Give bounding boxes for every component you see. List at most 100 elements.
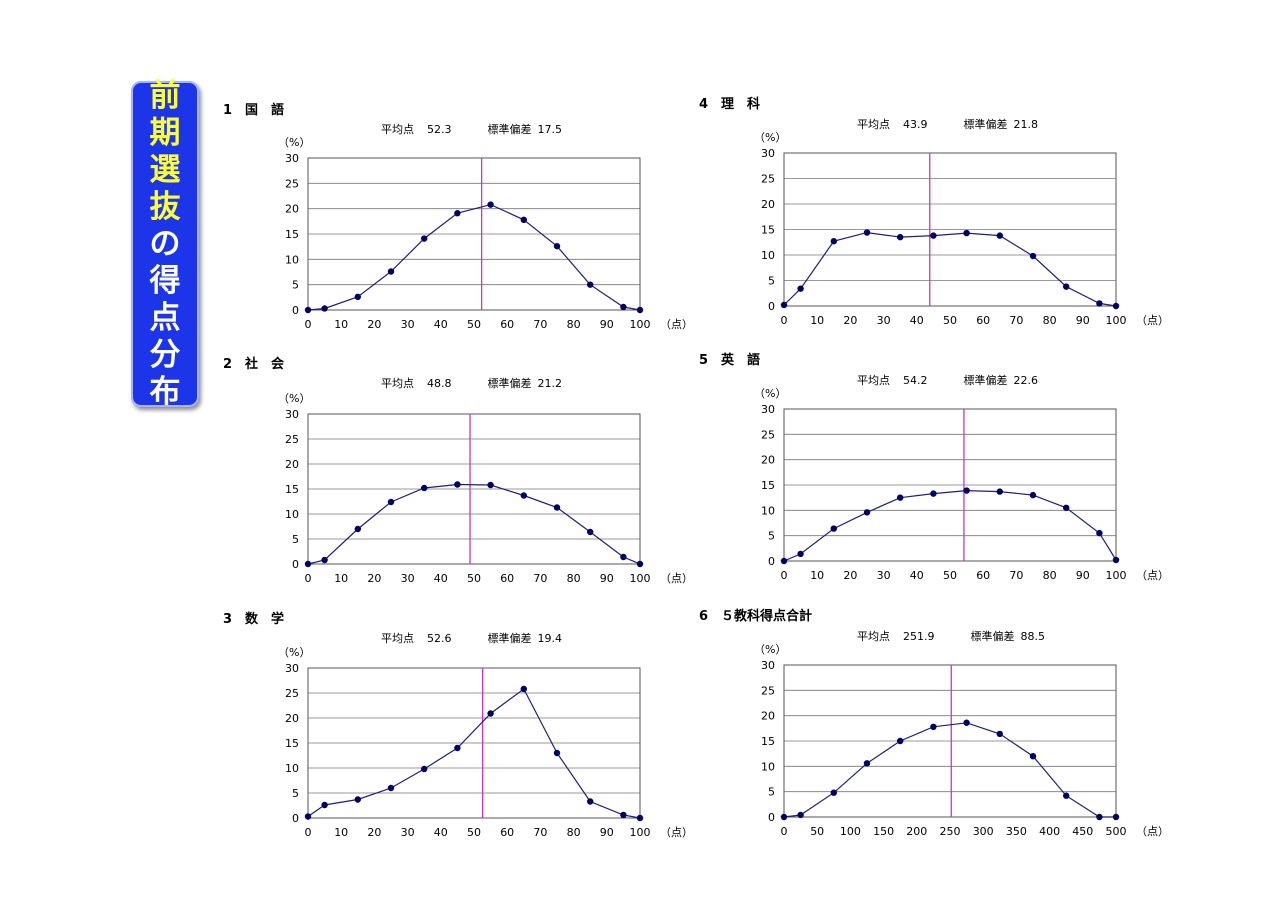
banner-char: 抜 — [149, 188, 181, 225]
data-point — [587, 528, 594, 536]
data-point — [797, 550, 804, 558]
data-point — [1029, 753, 1037, 760]
data-point — [930, 232, 937, 239]
y-tick-label: 10 — [285, 508, 299, 521]
section-heading: 6 ５教科得点合計 — [699, 609, 813, 624]
x-tick-label: 70 — [1009, 569, 1023, 582]
banner-char: 点 — [149, 299, 181, 336]
data-point — [553, 749, 561, 757]
series-line — [307, 688, 641, 819]
x-tick-label: 200 — [906, 825, 927, 838]
data-point — [996, 232, 1003, 239]
y-axis-unit: （%） — [754, 387, 786, 400]
sd-value: 21.8 — [1013, 118, 1039, 131]
data-point — [897, 737, 904, 745]
y-tick-label: 25 — [285, 687, 299, 700]
mean-value: 52.6 — [427, 632, 452, 645]
y-tick-label: 15 — [285, 737, 299, 750]
data-point — [520, 685, 527, 693]
data-point — [963, 719, 970, 726]
x-tick-label: 50 — [467, 572, 481, 585]
data-point — [321, 556, 328, 564]
x-tick-label: 300 — [973, 825, 994, 838]
mean-label: 平均点 — [381, 632, 414, 645]
data-point — [304, 560, 312, 568]
y-axis-unit: （%） — [278, 646, 310, 659]
mean-value: 251.9 — [903, 630, 935, 643]
x-tick-label: 40 — [910, 569, 924, 582]
y-tick-label: 10 — [761, 760, 775, 773]
y-axis-unit: （%） — [278, 136, 310, 149]
x-tick-label: 40 — [910, 314, 924, 327]
data-point — [387, 268, 395, 275]
sd-label: 標準偏差 — [487, 632, 532, 645]
y-tick-label: 15 — [285, 483, 299, 496]
y-tick-label: 15 — [285, 228, 299, 241]
x-tick-label: 0 — [781, 825, 788, 838]
x-tick-label: 60 — [500, 826, 514, 839]
x-tick-label: 100 — [630, 572, 651, 585]
data-point — [387, 784, 395, 792]
mean-label: 平均点 — [857, 118, 890, 131]
data-point — [830, 789, 837, 796]
mean-value: 43.9 — [903, 118, 928, 131]
y-tick-label: 0 — [292, 304, 299, 317]
mean-value: 52.3 — [427, 123, 452, 136]
x-tick-label: 100 — [1106, 569, 1127, 582]
data-point — [620, 303, 627, 311]
mean-label: 平均点 — [857, 374, 890, 387]
series-line — [783, 231, 1117, 307]
y-tick-label: 20 — [285, 458, 299, 471]
y-tick-label: 5 — [292, 787, 299, 800]
y-tick-label: 10 — [761, 504, 775, 517]
x-axis-unit: （点） — [1136, 314, 1169, 327]
x-tick-label: 70 — [533, 318, 547, 331]
x-tick-label: 80 — [1043, 314, 1057, 327]
data-point — [354, 525, 361, 533]
data-point — [321, 305, 328, 312]
mean-value: 48.8 — [427, 377, 452, 390]
series-line — [307, 203, 641, 311]
data-point — [636, 560, 644, 568]
y-tick-label: 30 — [761, 147, 775, 160]
x-tick-label: 60 — [500, 572, 514, 585]
data-point — [863, 760, 871, 767]
x-axis-unit: （点） — [1136, 569, 1169, 582]
series-line — [783, 722, 1116, 818]
data-point — [1096, 300, 1103, 307]
x-tick-label: 60 — [976, 569, 990, 582]
data-point — [387, 498, 395, 506]
x-tick-label: 90 — [1076, 314, 1090, 327]
y-tick-label: 5 — [768, 786, 775, 799]
plot-frame — [307, 413, 641, 565]
y-axis-unit: （%） — [754, 131, 786, 144]
data-point — [587, 281, 594, 288]
y-axis-unit: （%） — [754, 643, 786, 656]
x-tick-label: 20 — [843, 314, 857, 327]
section-heading: 3 数 学 — [223, 612, 285, 627]
y-tick-label: 30 — [285, 662, 299, 675]
x-tick-label: 40 — [434, 826, 448, 839]
section-heading: 5 英 語 — [699, 353, 761, 368]
data-point — [321, 801, 328, 809]
data-point — [454, 481, 461, 488]
x-tick-label: 30 — [877, 569, 891, 582]
data-point — [963, 487, 970, 494]
data-point — [780, 301, 788, 309]
sd-label: 標準偏差 — [963, 374, 1008, 387]
data-point — [797, 285, 804, 292]
data-point — [620, 811, 627, 819]
x-tick-label: 500 — [1106, 825, 1127, 838]
y-tick-label: 5 — [292, 279, 299, 292]
stats-line: 平均点 43.9 標準偏差 21.8 — [857, 116, 1038, 132]
section-heading: 1 国 語 — [223, 103, 285, 118]
y-tick-label: 25 — [761, 173, 775, 186]
banner-char: 前 — [149, 77, 181, 114]
sd-value: 17.5 — [537, 123, 563, 136]
x-tick-label: 50 — [943, 569, 957, 582]
plot-frame — [307, 157, 641, 311]
banner-char: 選 — [149, 151, 181, 188]
data-point — [780, 557, 788, 565]
x-tick-label: 0 — [305, 826, 312, 839]
banner-char: 期 — [149, 114, 181, 151]
